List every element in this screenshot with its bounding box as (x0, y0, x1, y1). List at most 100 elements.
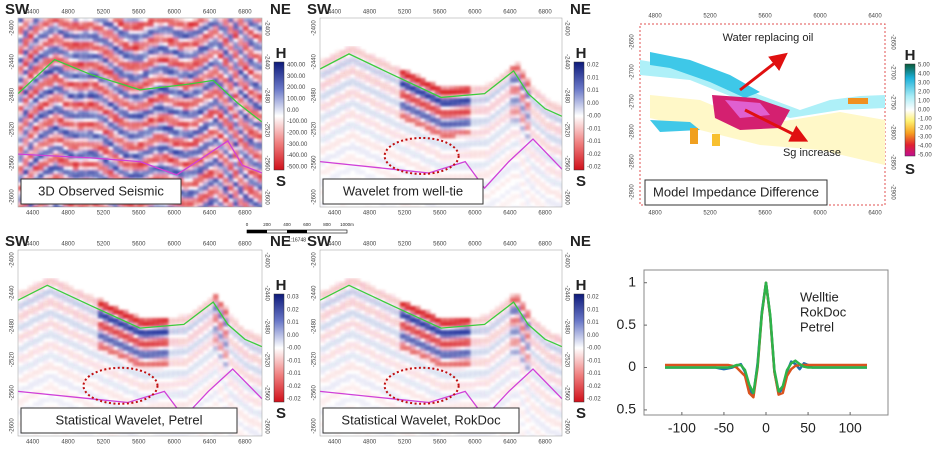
seismic-cell (258, 370, 262, 375)
seismic-cell (475, 162, 481, 167)
seismic-cell (345, 154, 351, 159)
seismic-cell (500, 194, 506, 199)
seismic-cell (350, 166, 356, 171)
seismic-cell (28, 146, 34, 151)
seismic-cell (238, 106, 244, 111)
seismic-cell (490, 118, 496, 123)
highlight-ellipse (383, 136, 460, 175)
seismic-panels: SW NE440044004800480052005200560056006000… (5, 1, 601, 446)
seismic-cell (58, 354, 64, 359)
colorbar-tick: 0.01 (587, 75, 599, 81)
seismic-cell (430, 122, 436, 127)
seismic-cell (213, 34, 219, 39)
seismic-cell (68, 38, 74, 43)
seismic-cell (485, 154, 491, 159)
seismic-cell (213, 162, 219, 167)
seismic-cell (158, 90, 164, 95)
seismic-cell (138, 66, 144, 71)
seismic-cell (23, 66, 29, 71)
seismic-cell (218, 38, 224, 43)
seismic-cell (128, 326, 134, 331)
seismic-cell (68, 130, 74, 135)
seismic-cell (98, 74, 104, 79)
seismic-cell (248, 338, 254, 343)
seismic-cell (223, 334, 229, 339)
seismic-cell (183, 102, 189, 107)
seismic-cell (83, 434, 89, 436)
seismic-cell (385, 142, 391, 147)
seismic-cell (28, 118, 34, 123)
seismic-cell (53, 170, 59, 175)
seismic-cell (360, 138, 366, 143)
seismic-cell (118, 46, 124, 51)
seismic-cell (445, 126, 451, 131)
seismic-cell (108, 134, 114, 139)
seismic-cell (98, 374, 104, 379)
seismic-cell (108, 114, 114, 119)
seismic-cell (198, 390, 204, 395)
seismic-cell (173, 390, 179, 395)
seismic-cell (480, 94, 486, 99)
seismic-cell (390, 106, 396, 111)
seismic-cell (78, 126, 84, 131)
seismic-cell (218, 306, 224, 311)
seismic-cell (218, 22, 224, 27)
seismic-cell (183, 74, 189, 79)
y-tick-label: -2520 (263, 352, 269, 368)
seismic-cell (223, 398, 229, 403)
seismic-cell (178, 134, 184, 139)
seismic-cell (360, 130, 366, 135)
seismic-cell (258, 102, 262, 107)
seismic-cell (93, 86, 99, 91)
seismic-cell (320, 138, 326, 143)
seismic-cell (420, 90, 426, 95)
seismic-cell (158, 126, 164, 131)
seismic-cell (203, 38, 209, 43)
seismic-cell (123, 70, 129, 75)
seismic-cell (53, 126, 59, 131)
seismic-cell (143, 50, 149, 55)
seismic-cell (258, 374, 262, 379)
seismic-cell (73, 170, 79, 175)
seismic-cell (465, 98, 471, 103)
seismic-cell (108, 342, 114, 347)
seismic-cell (218, 134, 224, 139)
seismic-cell (123, 46, 129, 51)
seismic-cell (465, 166, 471, 171)
seismic-cell (168, 74, 174, 79)
seismic-cell (133, 150, 139, 155)
seismic-cell (68, 402, 74, 407)
seismic-cell (173, 374, 179, 379)
seismic-cell (33, 298, 39, 303)
seismic-cell (53, 110, 59, 115)
seismic-cell (58, 206, 64, 207)
seismic-cell (43, 342, 49, 347)
seismic-cell (208, 26, 214, 31)
seismic-cell (173, 362, 179, 367)
seismic-cell (355, 90, 361, 95)
seismic-cell (93, 314, 99, 319)
seismic-cell (243, 162, 249, 167)
x-tick-label: 5600 (433, 211, 447, 217)
seismic-cell (148, 138, 154, 143)
seismic-cell (223, 186, 229, 191)
seismic-cell (213, 94, 219, 99)
seismic-cell (78, 142, 84, 147)
seismic-cell (208, 202, 214, 207)
seismic-cell (33, 338, 39, 343)
seismic-cell (183, 22, 189, 27)
seismic-cell (183, 62, 189, 67)
seismic-cell (53, 146, 59, 151)
seismic-cell (118, 318, 124, 323)
seismic-cell (73, 118, 79, 123)
seismic-cell (118, 34, 124, 39)
seismic-cell (103, 342, 109, 347)
seismic-cell (238, 330, 244, 335)
seismic-cell (400, 74, 406, 79)
seismic-cell (535, 106, 541, 111)
seismic-cell (223, 70, 229, 75)
seismic-cell (58, 370, 64, 375)
seismic-cell (83, 302, 89, 307)
seismic-cell (153, 338, 159, 343)
seismic-cell (460, 150, 466, 155)
